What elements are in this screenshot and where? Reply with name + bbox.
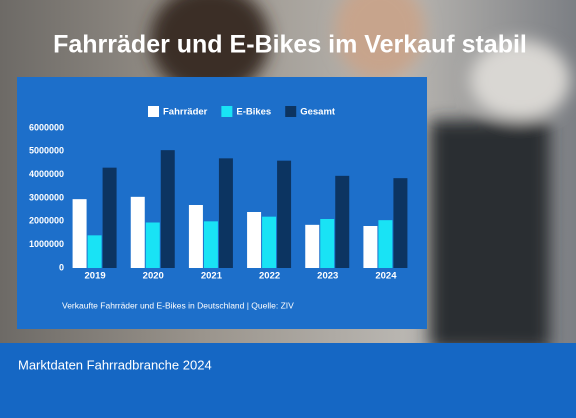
bar — [218, 158, 233, 268]
legend-swatch — [148, 106, 159, 117]
y-tick-label: 2000000 — [29, 216, 64, 226]
y-tick-label: 3000000 — [29, 192, 64, 202]
bar — [102, 167, 117, 268]
caption: Verkaufte Fahrräder und E-Bikes in Deuts… — [62, 300, 294, 310]
x-tick-label: 2019 — [85, 271, 106, 282]
x-tick-label: 2022 — [259, 271, 280, 282]
y-tick-label: 4000000 — [29, 169, 64, 179]
bar — [305, 224, 320, 268]
bar — [378, 220, 393, 268]
bar — [203, 221, 218, 268]
bar — [72, 199, 87, 268]
bar — [363, 226, 378, 268]
legend-label: Fahrräder — [163, 107, 208, 118]
photo-shapes — [150, 0, 570, 350]
y-tick-label: 5000000 — [29, 146, 64, 156]
legend-swatch — [285, 106, 297, 117]
y-tick-label: 6000000 — [29, 122, 64, 132]
bar — [335, 175, 350, 268]
bar — [130, 196, 145, 268]
bar — [188, 205, 203, 268]
banner-text: Marktdaten Fahrradbranche 2024 — [18, 357, 212, 372]
legend-label: Gesamt — [300, 107, 336, 118]
legend-label: E-Bikes — [236, 107, 271, 118]
headline: Fahrräder und E-Bikes im Verkauf stabil — [53, 31, 527, 59]
x-tick-label: 2024 — [375, 271, 397, 282]
y-tick-label: 1000000 — [29, 239, 64, 249]
bar — [247, 212, 262, 268]
bar — [320, 219, 335, 268]
bar — [262, 216, 277, 268]
legend-swatch — [221, 106, 233, 117]
banner — [0, 343, 576, 418]
bar — [160, 150, 175, 268]
bar — [393, 178, 408, 268]
x-tick-label: 2020 — [143, 271, 164, 282]
plot: 0 1000000 2000000 3000000 4000000 5000000 6000… — [29, 106, 408, 282]
x-tick-label: 2021 — [201, 271, 223, 282]
x-tick-label: 2023 — [317, 271, 338, 282]
bar — [87, 235, 102, 268]
y-tick-label: 0 — [59, 262, 64, 272]
bar — [277, 160, 292, 268]
bar — [145, 222, 160, 268]
